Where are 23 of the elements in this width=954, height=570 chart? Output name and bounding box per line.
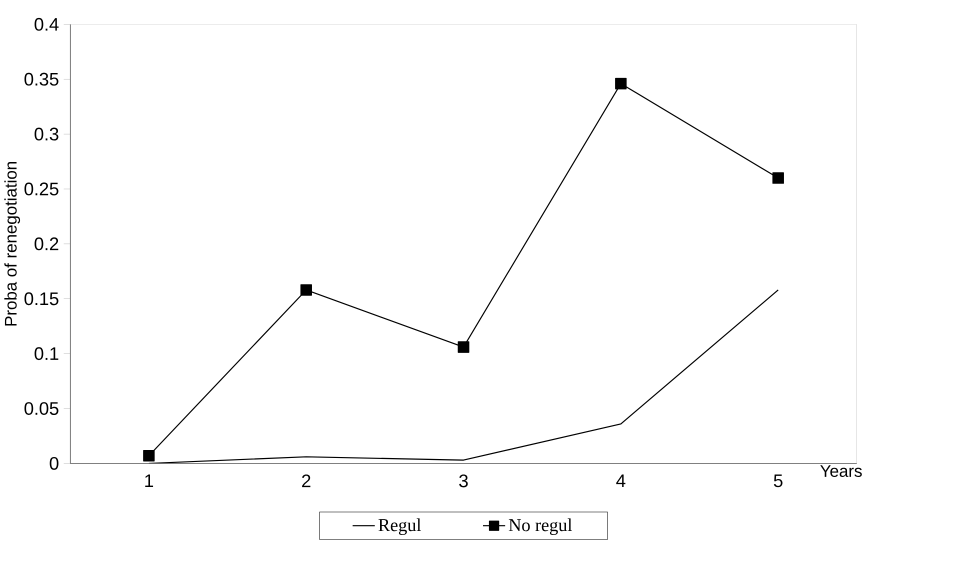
x-tick-label: 4 — [616, 474, 626, 488]
y-tick-label: 0.4 — [34, 18, 59, 32]
legend-label: No regul — [508, 518, 572, 536]
x-tick-label: 1 — [145, 474, 154, 488]
legend-label: Regul — [378, 518, 422, 536]
x-tick-label: 3 — [459, 474, 468, 488]
point — [772, 172, 784, 184]
point — [143, 450, 155, 462]
x-tick-label: 2 — [302, 474, 310, 488]
y-tick-label: 0.3 — [34, 128, 58, 141]
y-tick-label: 0.1 — [34, 347, 58, 360]
x-axis-title: Years — [820, 465, 862, 478]
y-axis-title: Proba of renegotiation — [4, 162, 20, 326]
y-tick-label: 0.05 — [24, 402, 58, 416]
x-tick-label: 5 — [774, 474, 782, 488]
point — [458, 342, 470, 354]
y-tick-label: 0.2 — [34, 238, 58, 251]
y-tick-label: 0.25 — [24, 182, 58, 196]
y-tick-label: 0.35 — [24, 73, 58, 86]
y-tick-label: 0 — [50, 457, 58, 470]
point — [615, 78, 627, 90]
point — [300, 284, 312, 296]
y-tick-label: 0.15 — [24, 292, 58, 306]
